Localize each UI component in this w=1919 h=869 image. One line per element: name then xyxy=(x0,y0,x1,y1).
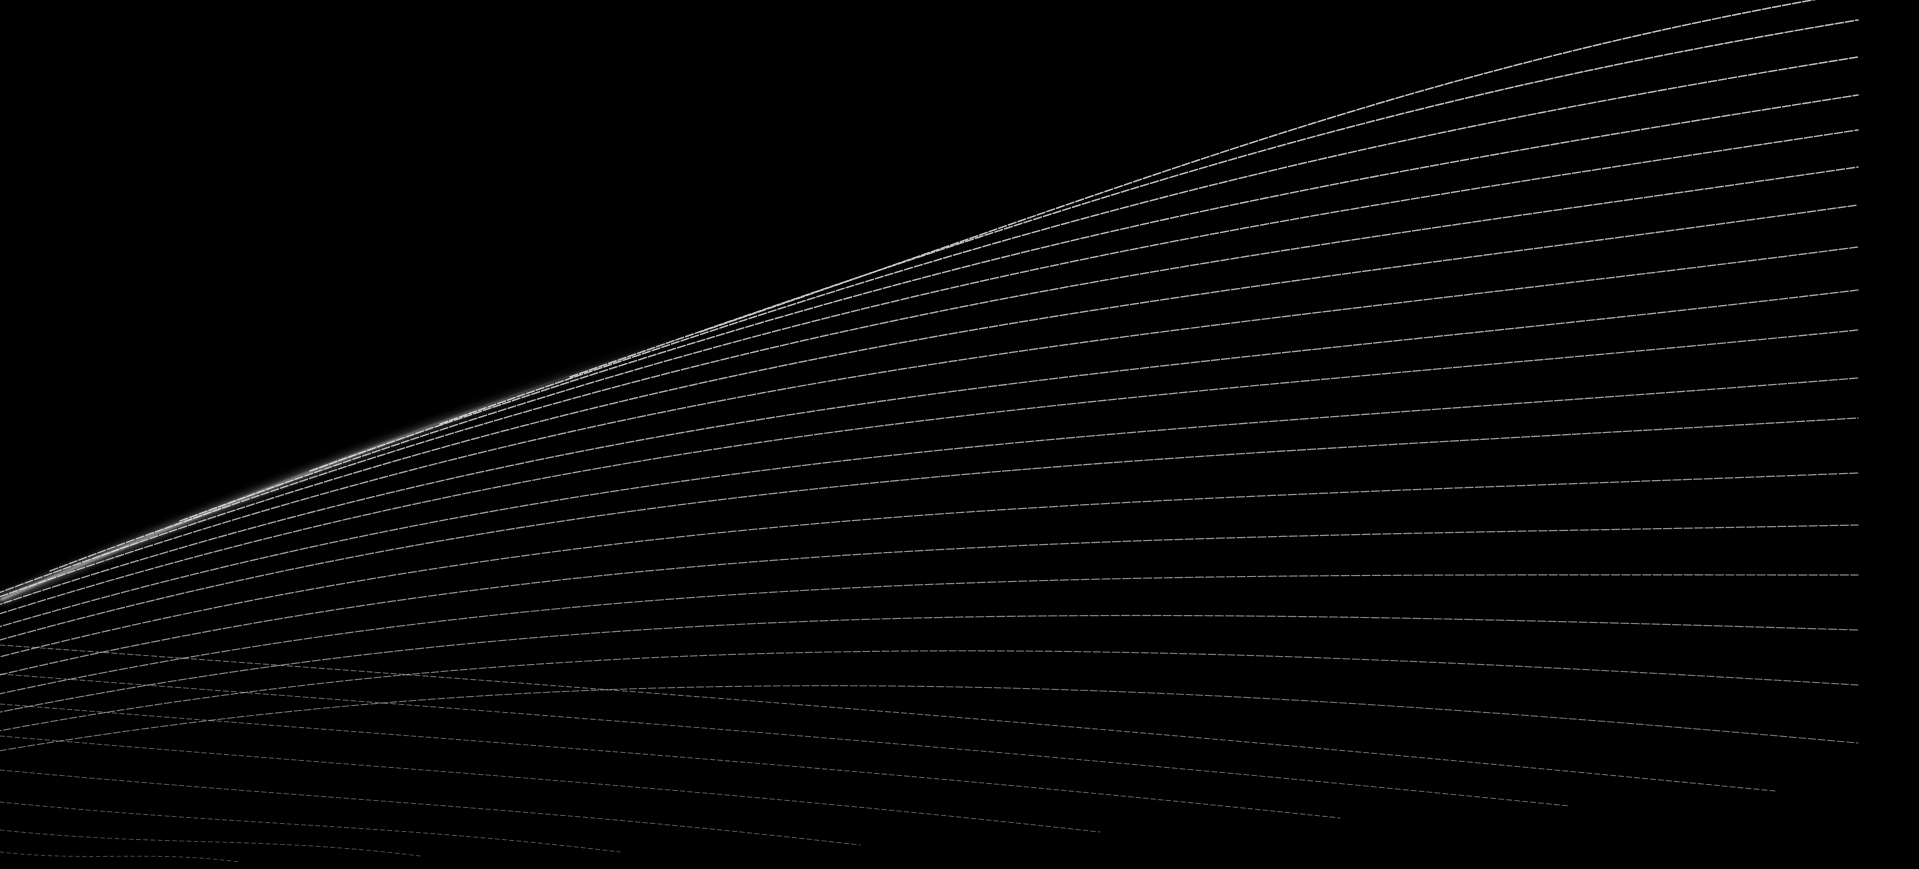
fan-line-15 xyxy=(0,614,1859,713)
fan-line-13 xyxy=(0,524,1859,676)
fan-line-9 xyxy=(0,329,1859,615)
fan-line-1 xyxy=(569,19,1859,378)
fan-line-7 xyxy=(0,246,1859,598)
fan-line-23 xyxy=(0,801,621,853)
fan-line-19 xyxy=(0,673,1571,807)
fan-line-25 xyxy=(0,851,241,863)
fan-line-group xyxy=(0,0,1859,863)
fan-line-8 xyxy=(0,289,1859,606)
fan-line-4 xyxy=(179,129,1859,522)
fan-line-12 xyxy=(0,472,1859,658)
fan-line-6 xyxy=(0,204,1859,594)
fan-line-20 xyxy=(0,703,1341,819)
fan-line-10 xyxy=(0,377,1859,628)
fan-line-14 xyxy=(0,574,1859,695)
fan-line-17 xyxy=(0,685,1859,752)
fan-line-18 xyxy=(0,644,1776,792)
fan-line-11 xyxy=(0,417,1859,641)
fan-line-24 xyxy=(0,829,421,857)
fan-line-21 xyxy=(0,735,1101,833)
caustic-core xyxy=(0,330,701,602)
fan-line-16 xyxy=(0,650,1859,732)
fan-line-22 xyxy=(0,769,861,846)
caustic-ridge-group xyxy=(0,327,702,605)
fan-line-5 xyxy=(49,166,1859,572)
